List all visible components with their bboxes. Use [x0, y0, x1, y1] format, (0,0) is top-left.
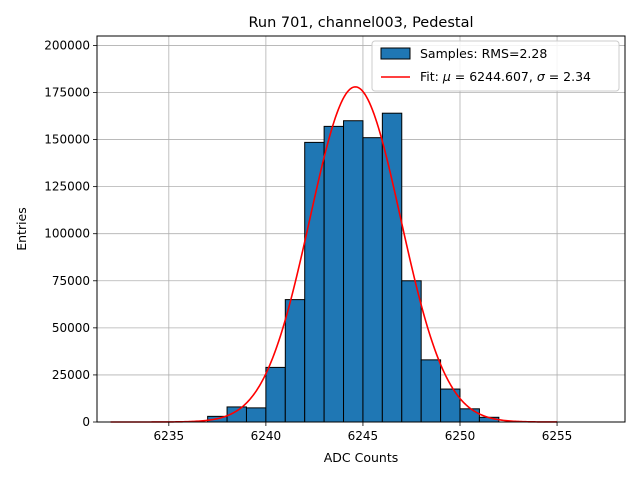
x-tick-label: 6235 [154, 429, 185, 443]
legend-fit-mu-symbol: μ [442, 69, 451, 84]
y-tick-label: 125000 [44, 180, 90, 194]
y-axis-label: Entries [14, 207, 29, 251]
x-tick-label: 6245 [348, 429, 379, 443]
legend-fit-mu-value: = 6244.607, [451, 69, 537, 84]
histogram-bar [420, 359, 442, 423]
x-axis-ticks: 6235 6240 6245 6250 6255 [154, 422, 573, 443]
histogram-bar [343, 120, 364, 423]
legend-fit-sigma-symbol: σ [537, 69, 546, 84]
histogram-bar [401, 280, 422, 423]
y-tick-label: 175000 [44, 85, 90, 99]
y-tick-label: 0 [82, 415, 90, 429]
x-tick-label: 6255 [542, 429, 573, 443]
y-axis-ticks: 0 25000 50000 75000 100000 125000 150000 175000… [44, 38, 97, 429]
histogram-bar [304, 141, 325, 423]
legend-fit-label: Fit: μ = 6244.607, σ = 2.34 [420, 69, 591, 84]
x-tick-label: 6250 [445, 429, 476, 443]
y-tick-label: 50000 [52, 321, 90, 335]
y-tick-label: 25000 [52, 368, 90, 382]
y-tick-label: 75000 [52, 274, 90, 288]
histogram-bar [265, 366, 286, 423]
legend-samples-label: Samples: RMS=2.28 [420, 46, 547, 61]
x-axis-label: ADC Counts [324, 450, 399, 465]
histogram-bar [245, 407, 267, 423]
legend-fit-prefix: Fit: [420, 69, 443, 84]
plot-frame [96, 35, 626, 423]
x-tick-label: 6240 [251, 429, 282, 443]
legend-samples-swatch [380, 47, 411, 60]
histogram-bar [362, 137, 383, 423]
histogram-bars [207, 112, 500, 423]
histogram-bar [284, 299, 306, 423]
y-tick-label: 200000 [44, 38, 90, 52]
histogram-bar [459, 408, 480, 423]
chart-title: Run 701, channel003, Pedestal [248, 15, 473, 31]
legend-box [371, 40, 620, 92]
legend: Samples: RMS=2.28 Fit: μ = 6244.607, σ =… [371, 40, 620, 92]
y-tick-label: 150000 [44, 133, 90, 147]
legend-fit-sigma-value: = 2.34 [545, 69, 591, 84]
histogram-bar [381, 112, 403, 423]
histogram-bar [323, 125, 345, 423]
y-tick-label: 100000 [44, 227, 90, 241]
